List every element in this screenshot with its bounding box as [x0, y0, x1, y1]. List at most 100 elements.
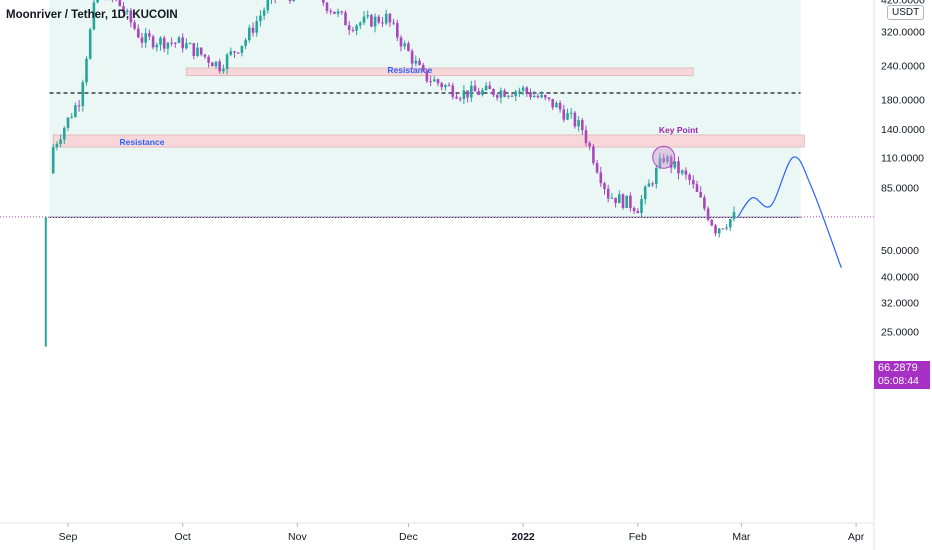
candle-body [458, 98, 462, 100]
candle [614, 197, 617, 208]
candle-body [207, 56, 210, 63]
candle-body [347, 25, 351, 30]
candle-body [495, 95, 499, 98]
candle [396, 19, 399, 41]
candle-body [451, 85, 455, 97]
candle [562, 104, 566, 123]
candle-body [540, 95, 543, 98]
candle [603, 181, 606, 195]
candle-body [51, 147, 55, 174]
candle [259, 10, 262, 27]
candle-body [177, 37, 181, 43]
candle [271, 0, 272, 5]
price-axis[interactable]: 25.0000 32.0000 40.0000 50.0000 85.0000 110.0… [881, 0, 925, 339]
candle [185, 38, 188, 50]
candle-body [118, 0, 122, 7]
candle-body [732, 212, 736, 220]
candle [551, 98, 554, 111]
candle [59, 134, 62, 148]
candle-body [199, 47, 203, 55]
candle [407, 41, 410, 52]
candle-body [440, 83, 443, 88]
price-tick-label: 140.0000 [881, 124, 925, 136]
candle [199, 47, 203, 57]
candle [384, 9, 388, 26]
candle [581, 117, 584, 135]
price-tick-label: 85.0000 [881, 183, 919, 195]
time-axis[interactable]: Sep Oct Nov Dec 2022 Feb Mar Apr [59, 523, 865, 543]
candle [566, 108, 569, 121]
candle [507, 94, 510, 99]
candle-body [251, 27, 255, 33]
candle-body [584, 130, 588, 144]
candle [677, 156, 680, 180]
candle-body [714, 225, 717, 234]
candle-body [603, 183, 606, 189]
candle-body [159, 37, 162, 45]
candle [540, 91, 543, 99]
candle [203, 54, 207, 59]
range-box[interactable] [49, 0, 801, 218]
candle-body [481, 90, 484, 95]
candle [484, 82, 488, 91]
price-tick-label: 32.0000 [881, 298, 919, 310]
candle [525, 86, 529, 97]
candle [233, 50, 236, 58]
time-tick-label: Oct [175, 531, 191, 543]
candle [274, 0, 276, 4]
candle [399, 35, 403, 52]
candle-body [355, 25, 358, 31]
candle-body [729, 219, 732, 228]
candle [444, 83, 447, 91]
candle-body [655, 167, 658, 184]
candle-body [492, 89, 495, 96]
candle-body [151, 36, 155, 48]
candle-body [636, 211, 640, 214]
candle-body [629, 195, 632, 208]
candle [340, 10, 344, 15]
candle [706, 206, 710, 222]
candle-body [466, 90, 469, 98]
candle-body [77, 105, 81, 107]
candle [218, 58, 221, 74]
candle [329, 8, 332, 15]
candle-body [547, 97, 551, 99]
candle-body [632, 207, 636, 212]
candle-body [666, 156, 669, 162]
candle [114, 0, 118, 2]
candle [403, 40, 406, 50]
currency-button[interactable]: USDT [887, 5, 925, 20]
projection-path[interactable] [737, 156, 842, 268]
candle [588, 141, 591, 151]
candle-body [410, 51, 414, 64]
candle [162, 35, 166, 53]
candle [695, 180, 699, 193]
candle-body [155, 44, 159, 48]
candle-body [421, 64, 425, 71]
candle [333, 11, 336, 15]
key-point-marker[interactable] [652, 145, 676, 169]
candle-body [618, 194, 621, 204]
candle [92, 0, 96, 31]
candle-body [122, 6, 125, 13]
candle-body [514, 91, 517, 97]
candle [473, 80, 477, 92]
price-tick-label: 50.0000 [881, 245, 919, 257]
candle [225, 52, 229, 75]
resistance-zone-upper[interactable] [186, 67, 694, 77]
candle [55, 141, 59, 151]
candle-body [488, 85, 492, 90]
candle [647, 179, 651, 187]
candle [688, 172, 691, 185]
candle [388, 13, 392, 27]
candle-body [606, 188, 610, 199]
candle [362, 11, 366, 25]
resistance-zone-lower[interactable] [52, 134, 805, 148]
candle [625, 195, 628, 209]
candle-body [259, 15, 262, 22]
candle-body [233, 51, 236, 53]
candle [440, 81, 443, 91]
candle-body [610, 197, 614, 199]
candle [714, 223, 717, 237]
